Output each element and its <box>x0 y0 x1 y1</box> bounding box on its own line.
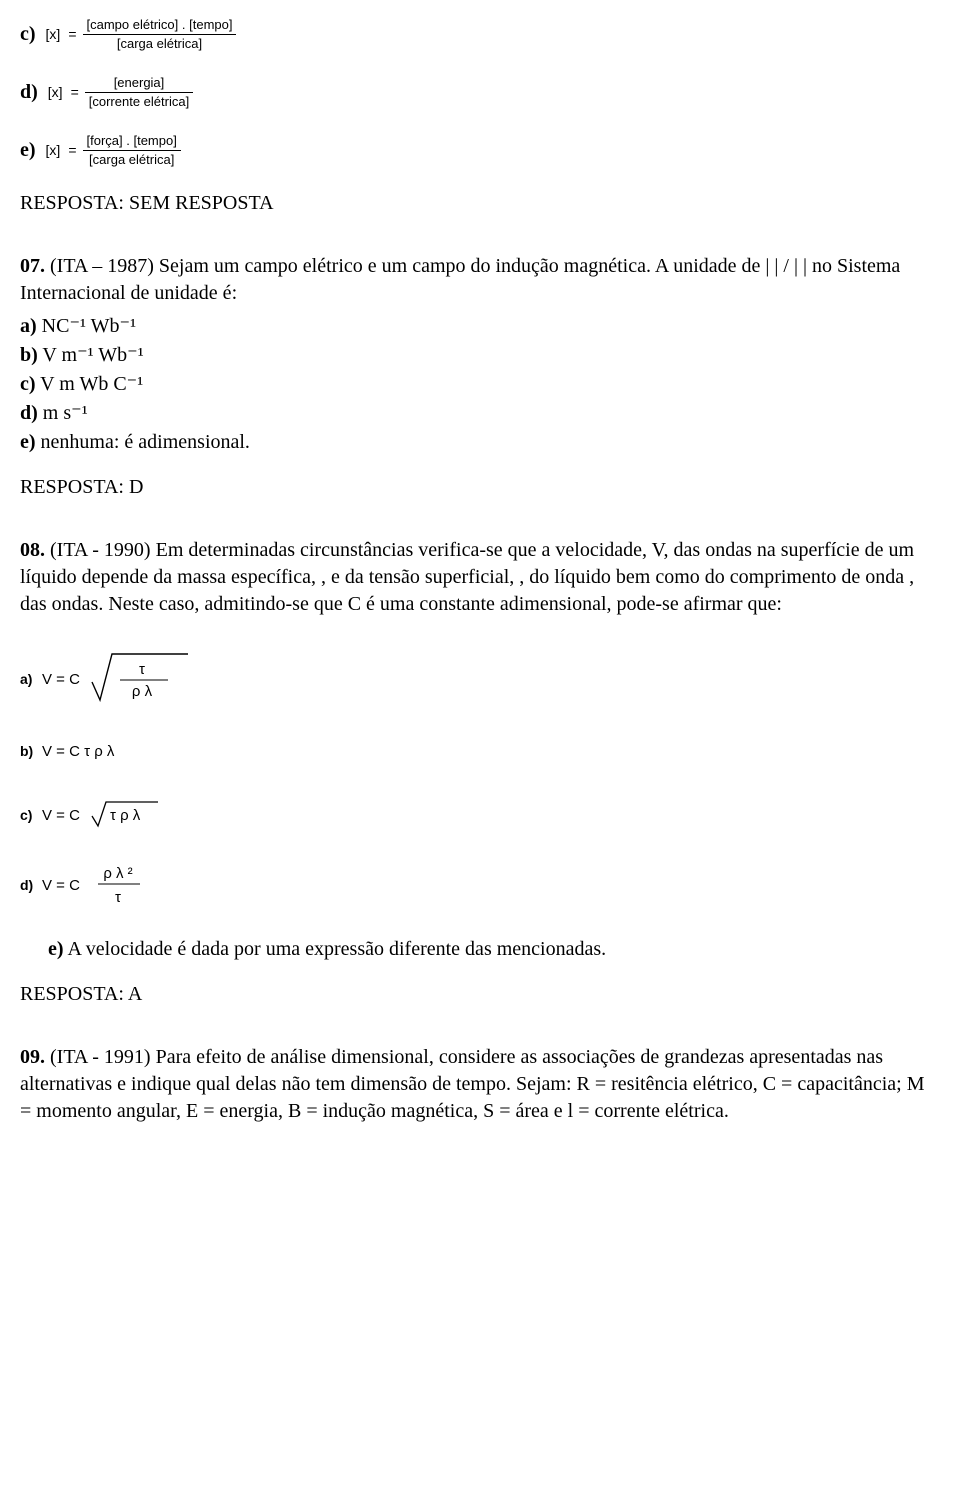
question-number-07: 07. <box>20 255 45 277</box>
equation-option-c: c) [x] = [campo elétrico] . [tempo] [car… <box>20 16 940 52</box>
option-label-d: d) <box>20 79 38 106</box>
option-07d: d) m s⁻¹ <box>20 400 940 427</box>
option-07b: b) V m⁻¹ Wb⁻¹ <box>20 342 940 369</box>
denominator: τ <box>115 889 121 906</box>
question-number-08: 08. <box>20 539 45 561</box>
option-label: a) <box>20 671 32 687</box>
equals: = <box>68 141 76 160</box>
option-label-e: e) <box>20 137 36 164</box>
option-text: V m Wb C⁻¹ <box>36 373 144 395</box>
option-label: e) <box>20 431 36 453</box>
numerator: [força] . [tempo] <box>83 132 181 150</box>
option-label: a) <box>20 315 37 337</box>
option-label: d) <box>20 402 38 424</box>
equation-option-d: d) [x] = [energia] [corrente elétrica] <box>20 74 940 110</box>
denominator: [carga elétrica] <box>83 34 237 53</box>
option-07c: c) V m Wb C⁻¹ <box>20 371 940 398</box>
denominator: ρ λ <box>132 683 153 700</box>
radicand: τ ρ λ <box>110 807 141 824</box>
option-label: b) <box>20 743 33 759</box>
option-label: e) <box>48 938 64 960</box>
question-text-07: (ITA – 1987) Sejam um campo elétrico e u… <box>20 255 900 304</box>
formula-prefix: V = C <box>42 671 80 688</box>
question-08: 08. (ITA - 1990) Em determinadas circuns… <box>20 537 940 618</box>
option-label-c: c) <box>20 21 36 48</box>
question-text-08: (ITA - 1990) Em determinadas circunstânc… <box>20 539 914 615</box>
option-08e: e) A velocidade é dada por uma expressão… <box>48 936 940 963</box>
x-symbol: [x] <box>48 83 63 102</box>
option-text: nenhuma: é adimensional. <box>36 431 250 453</box>
response-06: RESPOSTA: SEM RESPOSTA <box>20 190 940 217</box>
equals: = <box>71 83 79 102</box>
fraction-c: [campo elétrico] . [tempo] [carga elétri… <box>83 16 237 52</box>
x-symbol: [x] <box>46 141 61 160</box>
equation-option-e: e) [x] = [força] . [tempo] [carga elétri… <box>20 132 940 168</box>
option-text: A velocidade é dada por uma expressão di… <box>67 938 606 960</box>
fraction-d: [energia] [corrente elétrica] <box>85 74 193 110</box>
option-07a: a) NC⁻¹ Wb⁻¹ <box>20 313 940 340</box>
formula-08d: d) V = C ρ λ ² τ <box>20 858 200 912</box>
numerator: [campo elétrico] . [tempo] <box>83 16 237 34</box>
formula-text: V = C τ ρ λ <box>42 743 115 760</box>
equals: = <box>68 25 76 44</box>
option-text: NC⁻¹ Wb⁻¹ <box>37 315 136 337</box>
denominator: [corrente elétrica] <box>85 92 193 111</box>
option-label: c) <box>20 373 36 395</box>
formula-08b: b) V = C τ ρ λ <box>20 736 200 770</box>
option-text: V m⁻¹ Wb⁻¹ <box>38 344 144 366</box>
option-label: b) <box>20 344 38 366</box>
question-09: 09. (ITA - 1991) Para efeito de análise … <box>20 1044 940 1125</box>
options-07: a) NC⁻¹ Wb⁻¹ b) V m⁻¹ Wb⁻¹ c) V m Wb C⁻¹… <box>20 313 940 456</box>
option-label: d) <box>20 877 33 893</box>
numerator: τ <box>139 661 145 678</box>
numerator: ρ λ ² <box>103 865 132 882</box>
formula-08a: a) V = C τ ρ λ <box>20 642 200 712</box>
formula-prefix: V = C <box>42 877 80 894</box>
fraction-e: [força] . [tempo] [carga elétrica] <box>83 132 181 168</box>
formula-prefix: V = C <box>42 807 80 824</box>
x-symbol: [x] <box>46 25 61 44</box>
formula-08c: c) V = C τ ρ λ <box>20 794 200 834</box>
numerator: [energia] <box>85 74 193 92</box>
question-text-09: (ITA - 1991) Para efeito de análise dime… <box>20 1046 924 1122</box>
option-label: c) <box>20 807 32 823</box>
option-07e: e) nenhuma: é adimensional. <box>20 429 940 456</box>
option-text: m s⁻¹ <box>38 402 88 424</box>
denominator: [carga elétrica] <box>83 150 181 169</box>
response-08: RESPOSTA: A <box>20 981 940 1008</box>
response-07: RESPOSTA: D <box>20 474 940 501</box>
question-07: 07. (ITA – 1987) Sejam um campo elétrico… <box>20 253 940 307</box>
question-number-09: 09. <box>20 1046 45 1068</box>
